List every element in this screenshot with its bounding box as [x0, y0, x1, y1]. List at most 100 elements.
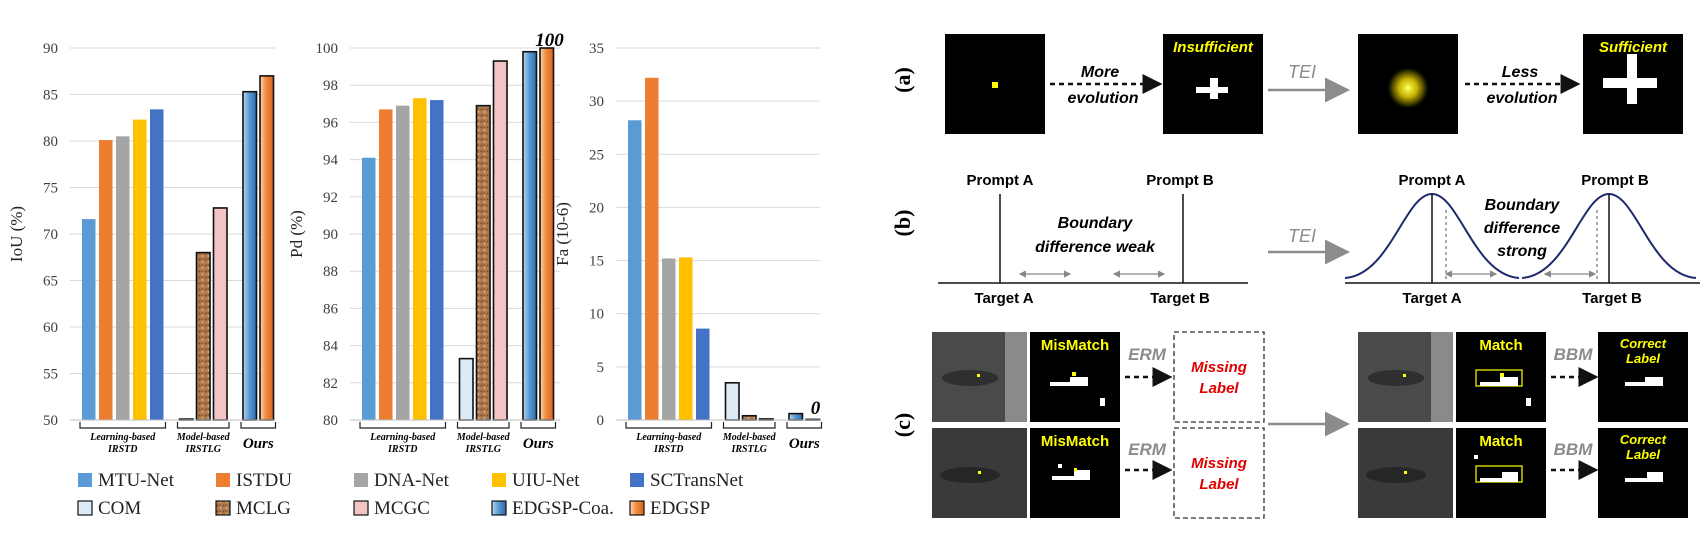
bar-edgsp — [539, 47, 555, 421]
y-tick-label: 85 — [43, 88, 58, 104]
y-tick-label: 100 — [316, 41, 339, 57]
y-tick-label: 50 — [43, 413, 58, 429]
y-tick-label: 92 — [323, 190, 338, 206]
legend-swatch — [78, 473, 92, 487]
bbm-label-2: BBM — [1554, 440, 1594, 459]
prompt-a-strong: Prompt A — [1399, 172, 1466, 189]
y-tick-label: 20 — [589, 200, 604, 216]
legend-label: MCGC — [374, 498, 430, 519]
legend-label: MCLG — [236, 498, 291, 519]
y-tick-label: 96 — [323, 115, 339, 131]
legend-swatch — [629, 500, 645, 516]
bar-dna-net — [396, 105, 410, 420]
legend-label: SCTransNet — [650, 470, 744, 491]
bar-istdu — [99, 140, 113, 420]
more-label: More — [1081, 64, 1119, 81]
method-diagram: (a) (b) (c) More evolution Insufficient … — [890, 34, 1700, 519]
bar-uiu-net — [413, 98, 427, 420]
bar-dna-net — [662, 258, 676, 420]
ir-image-3 — [1358, 332, 1453, 422]
group-label: Model-based IRSTLG — [456, 432, 511, 455]
bar-mtu-net — [82, 219, 96, 420]
prompt-b-weak: Prompt B — [1146, 172, 1214, 189]
bar-mtu-net — [628, 120, 642, 420]
y-tick-label: 84 — [323, 339, 339, 355]
less-label: Less — [1502, 64, 1539, 81]
correct-label-2a: Correct — [1620, 432, 1667, 447]
chart-panel-2: 80 82 84 86 88 90 92 94 96 98 100 Pd (%) Learning-ba… — [287, 30, 564, 455]
missing-label-2b: Label — [1199, 476, 1239, 493]
y-tick-label: 90 — [323, 227, 338, 243]
group-label: Ours — [789, 436, 820, 452]
y-tick-label: 55 — [43, 367, 58, 383]
legend-swatch — [354, 473, 368, 487]
group-bracket — [786, 422, 823, 429]
legend-label: MTU-Net — [98, 470, 175, 491]
erm-label-2: ERM — [1128, 440, 1167, 459]
group-label: Learning-based IRSTD — [89, 432, 156, 455]
y-tick-label: 98 — [323, 78, 338, 94]
y-tick-label: 88 — [323, 264, 338, 280]
group-label: Model-based IRSTLG — [176, 432, 231, 455]
target-b-strong: Target B — [1582, 290, 1642, 307]
ir-image-2 — [932, 428, 1027, 518]
bar-com — [458, 357, 474, 421]
bar-istdu — [379, 109, 393, 420]
y-axis-label: Pd (%) — [287, 210, 306, 258]
y-tick-label: 60 — [43, 320, 58, 336]
bar-istdu — [645, 77, 659, 420]
bar-mtu-net — [362, 157, 376, 421]
y-tick-label: 30 — [589, 94, 604, 110]
y-tick-label: 80 — [323, 413, 338, 429]
bar-mclg — [475, 104, 491, 421]
legend-swatch — [353, 500, 369, 516]
bar-edgsp-coa — [242, 90, 258, 421]
legend-label: ISTDU — [236, 470, 292, 491]
legend-swatch — [77, 500, 93, 516]
target-b-weak: Target B — [1150, 290, 1210, 307]
y-tick-label: 86 — [323, 301, 339, 317]
legend-label: EDGSP — [650, 498, 710, 519]
correct-image-1 — [1598, 332, 1688, 422]
chart-panel-3: 0 5 10 15 20 25 30 35 Fa (10-6) Learning-based IRS… — [553, 41, 823, 455]
bar-edgsp-coa — [522, 50, 538, 421]
row-label-b: (b) — [890, 210, 915, 237]
y-tick-label: 65 — [43, 274, 58, 290]
correct-label-1a: Correct — [1620, 336, 1667, 351]
erm-label-1: ERM — [1128, 345, 1167, 364]
bar-mclg — [195, 251, 211, 421]
insufficient-label: Insufficient — [1173, 39, 1254, 56]
tei-label-a: TEI — [1288, 62, 1316, 82]
y-tick-label: 0 — [597, 413, 605, 429]
bar-uiu-net — [133, 119, 147, 421]
target-a-strong: Target A — [1402, 290, 1461, 307]
missing-label-2a: Missing — [1191, 455, 1247, 472]
missing-label-1b: Label — [1199, 380, 1239, 397]
missing-box-1 — [1173, 331, 1265, 423]
legend-label: COM — [98, 498, 141, 519]
bar-sctransnet — [150, 109, 164, 420]
legend-swatch — [491, 500, 507, 516]
group-label: Ours — [523, 436, 554, 452]
target-a-weak: Target A — [974, 290, 1033, 307]
match-label-1: Match — [1479, 337, 1522, 354]
evolution-label-1: evolution — [1067, 90, 1138, 107]
missing-label-1a: Missing — [1191, 359, 1247, 376]
group-label: Learning-based IRSTD — [635, 432, 702, 455]
legend-label: UIU-Net — [512, 470, 580, 491]
bar-edgsp — [259, 75, 275, 421]
y-tick-label: 94 — [323, 153, 339, 169]
chart-legend: MTU-Net ISTDU DNA-Net UIU-Net SCTransNet COM M… — [77, 470, 744, 519]
group-bracket — [79, 422, 167, 429]
chart-panel-1: 50 55 60 65 70 75 80 85 90 IoU (%) Learning-based I… — [7, 41, 277, 455]
bar-dna-net — [116, 136, 130, 420]
mismatch-shape-2 — [1052, 470, 1090, 480]
boundary-strong-2: difference — [1484, 220, 1560, 237]
bar-com — [724, 381, 740, 421]
point-prompt-dot — [992, 82, 998, 88]
y-tick-label: 35 — [589, 41, 604, 57]
evolution-label-2: evolution — [1486, 90, 1557, 107]
group-bracket — [722, 422, 776, 429]
